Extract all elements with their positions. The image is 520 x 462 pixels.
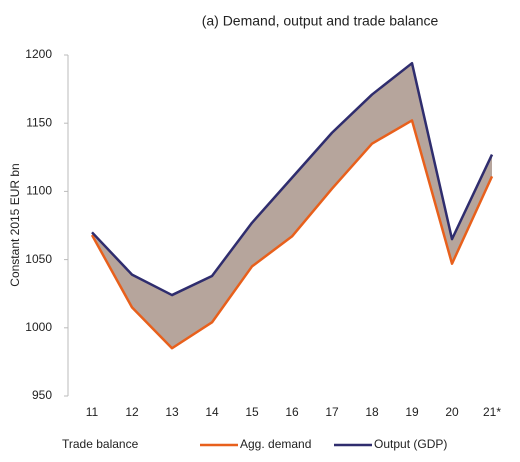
- x-tick-label: 11: [86, 405, 99, 419]
- x-tick-label: 16: [285, 405, 299, 419]
- x-tick-label: 14: [205, 405, 219, 419]
- y-tick-label: 1200: [25, 47, 52, 61]
- legend-label: Agg. demand: [240, 437, 311, 451]
- x-tick-label: 13: [165, 405, 179, 419]
- line: [90, 119, 494, 350]
- x-tick-label: 18: [365, 405, 379, 419]
- y-tick-label: 1000: [25, 320, 52, 334]
- line: [91, 61, 494, 297]
- legend-label: Trade balance: [62, 437, 139, 451]
- y-axis-label: Constant 2015 EUR bn: [8, 163, 22, 286]
- y-tick-label: 1150: [26, 115, 52, 129]
- x-tick-label: 20: [445, 405, 459, 419]
- trade-balance-area: [92, 63, 492, 349]
- x-tick-label: 12: [125, 405, 139, 419]
- y-tick-label: 950: [32, 388, 52, 402]
- chart-title: (a) Demand, output and trade balance: [202, 13, 439, 29]
- legend-label: Output (GDP): [374, 437, 447, 451]
- x-tick-label: 15: [245, 405, 259, 419]
- y-tick-label: 1100: [26, 184, 52, 198]
- x-tick-label: 17: [325, 405, 339, 419]
- y-tick-label: 1050: [25, 252, 52, 266]
- x-tick-label: 19: [405, 405, 419, 419]
- x-tick-label: 21*: [483, 405, 501, 419]
